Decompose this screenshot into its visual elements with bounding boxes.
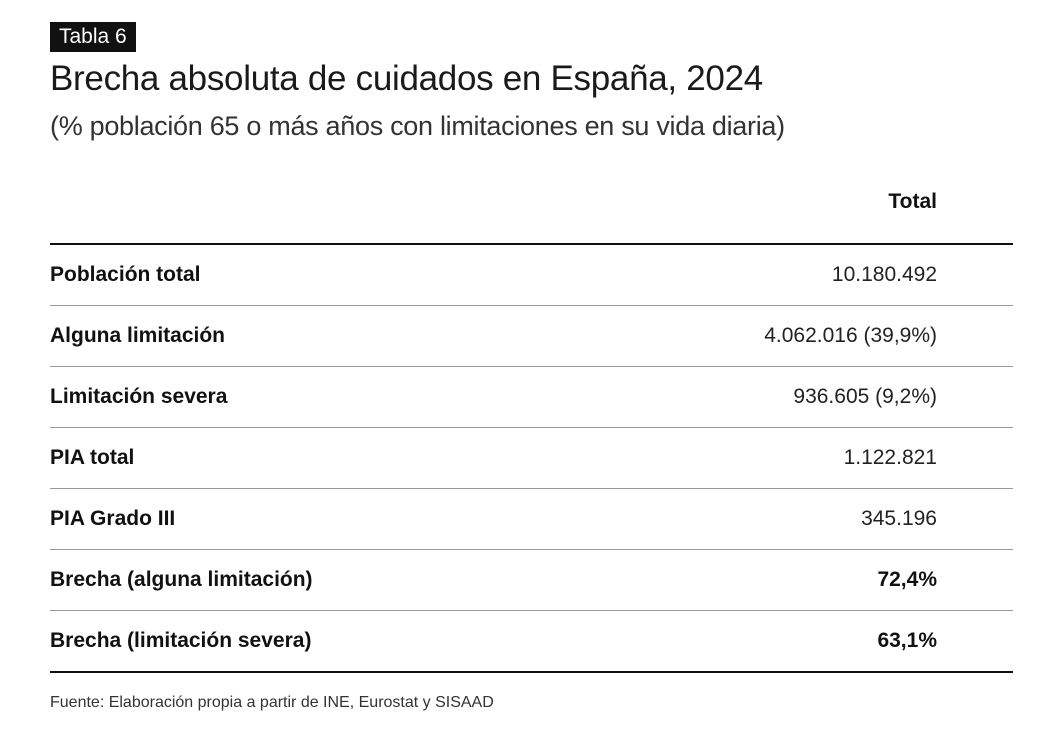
row-value: 936.605 (9,2%) [793, 385, 937, 408]
page-title: Brecha absoluta de cuidados en España, 2… [50, 59, 763, 98]
row-label: Alguna limitación [50, 324, 226, 347]
row-label: PIA Grado III [50, 507, 176, 530]
table-number-badge: Tabla 6 [50, 22, 136, 52]
table-row: Brecha (limitación severa) 63,1% [50, 611, 1013, 673]
row-value: 72,4% [877, 568, 937, 591]
table-row: Brecha (alguna limitación) 72,4% [50, 550, 1013, 611]
table-row: Alguna limitación 4.062.016 (39,9%) [50, 306, 1013, 367]
row-value: 63,1% [877, 629, 937, 652]
column-header-total: Total [888, 190, 937, 213]
row-value: 1.122.821 [843, 446, 937, 469]
row-value: 10.180.492 [831, 263, 937, 286]
row-label: Brecha (limitación severa) [50, 629, 312, 652]
row-label: Brecha (alguna limitación) [50, 568, 313, 591]
row-label: PIA total [50, 446, 135, 469]
table-row: PIA Grado III 345.196 [50, 489, 1013, 550]
table-header: Total [50, 172, 1013, 245]
row-value: 345.196 [861, 507, 937, 530]
row-label: Población total [50, 263, 201, 286]
table-row: Población total 10.180.492 [50, 245, 1013, 306]
table-row: PIA total 1.122.821 [50, 428, 1013, 489]
row-value: 4.062.016 (39,9%) [764, 324, 937, 347]
table-row: Limitación severa 936.605 (9,2%) [50, 367, 1013, 428]
source-note: Fuente: Elaboración propia a partir de I… [50, 694, 494, 711]
row-label: Limitación severa [50, 385, 228, 408]
data-table: Total Población total 10.180.492 Alguna … [50, 172, 1013, 673]
page-subtitle: (% población 65 o más años con limitacio… [50, 111, 785, 141]
